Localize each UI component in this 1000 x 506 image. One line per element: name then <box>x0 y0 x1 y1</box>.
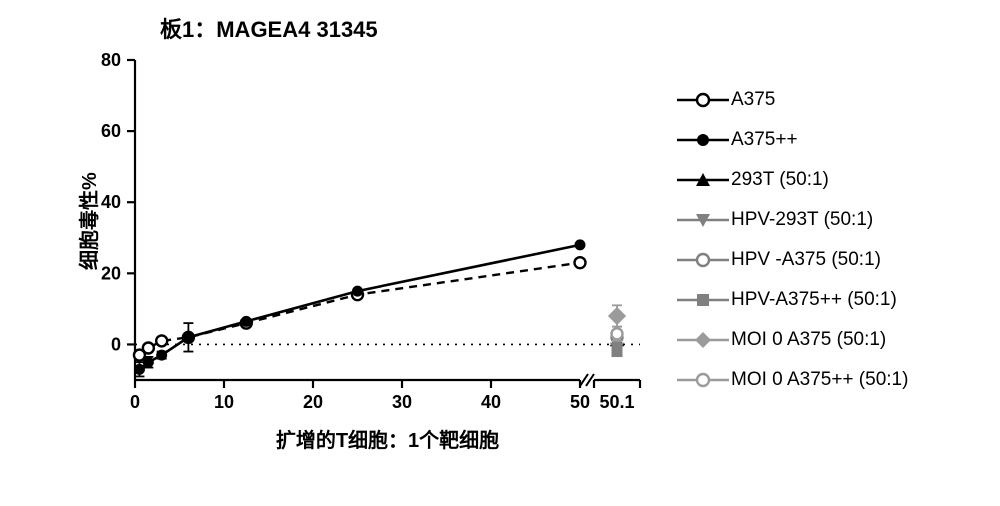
legend-swatch <box>675 208 731 232</box>
legend-label: HPV-A375++ (50:1) <box>731 289 897 311</box>
legend-item: HPV-A375++ (50:1) <box>675 280 908 320</box>
svg-text:40: 40 <box>101 192 121 212</box>
svg-text:10: 10 <box>214 392 234 412</box>
legend-label: MOI 0 A375 (50:1) <box>731 329 886 351</box>
legend-label: MOI 0 A375++ (50:1) <box>731 369 908 391</box>
svg-text:30: 30 <box>392 392 412 412</box>
svg-text:60: 60 <box>101 121 121 141</box>
legend-label: HPV -A375 (50:1) <box>731 249 881 271</box>
legend-swatch <box>675 368 731 392</box>
legend-label: A375++ <box>731 129 798 151</box>
legend-swatch <box>675 168 731 192</box>
legend-item: MOI 0 A375++ (50:1) <box>675 360 908 400</box>
chart-container: 板1：MAGEA4 31345 0204060800102030405050.1… <box>0 0 1000 506</box>
legend-item: HPV-293T (50:1) <box>675 200 908 240</box>
legend-swatch <box>675 128 731 152</box>
svg-text:50.1: 50.1 <box>599 392 634 412</box>
svg-text:0: 0 <box>111 334 121 354</box>
legend-label: 293T (50:1) <box>731 169 829 191</box>
legend-item: MOI 0 A375 (50:1) <box>675 320 908 360</box>
legend-item: A375++ <box>675 120 908 160</box>
x-axis-label: 扩增的T细胞：1个靶细胞 <box>135 424 640 453</box>
legend: A375 A375++ 293T (50:1) HPV-293T (50:1) HPV … <box>675 80 908 400</box>
svg-text:20: 20 <box>303 392 323 412</box>
svg-text:80: 80 <box>101 50 121 70</box>
svg-text:20: 20 <box>101 263 121 283</box>
legend-swatch <box>675 88 731 112</box>
legend-label: A375 <box>731 89 775 111</box>
svg-text:0: 0 <box>130 392 140 412</box>
svg-text:50: 50 <box>570 392 590 412</box>
y-axis-label: 细胞毒性% <box>73 172 102 270</box>
svg-text:40: 40 <box>481 392 501 412</box>
legend-swatch <box>675 328 731 352</box>
legend-item: A375 <box>675 80 908 120</box>
y-axis-label-text: 细胞毒性% <box>79 172 101 270</box>
legend-swatch <box>675 248 731 272</box>
legend-swatch <box>675 288 731 312</box>
x-axis-label-text: 扩增的T细胞：1个靶细胞 <box>276 430 499 452</box>
legend-label: HPV-293T (50:1) <box>731 209 873 231</box>
legend-item: 293T (50:1) <box>675 160 908 200</box>
legend-item: HPV -A375 (50:1) <box>675 240 908 280</box>
